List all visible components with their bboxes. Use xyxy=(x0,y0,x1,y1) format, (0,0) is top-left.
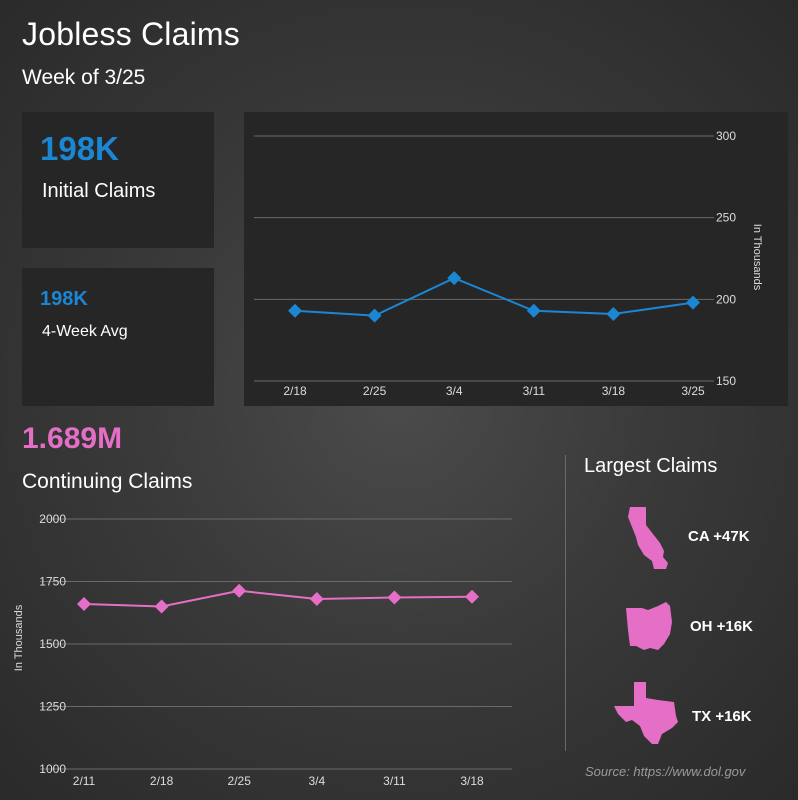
state-label-ca: CA +47K xyxy=(688,528,750,545)
data-point xyxy=(288,303,302,318)
x-tick-label: 3/25 xyxy=(681,384,705,398)
data-point xyxy=(686,295,700,310)
y-axis-label: In Thousands xyxy=(13,604,25,671)
four-week-avg-value: 198K xyxy=(40,288,88,310)
x-tick-label: 3/4 xyxy=(446,384,463,398)
y-tick-label: 1250 xyxy=(39,700,66,714)
y-tick-label: 1000 xyxy=(39,762,66,776)
state-label-oh: OH +16K xyxy=(690,618,753,635)
california-state-icon xyxy=(628,507,668,569)
continuing-claims-value: 1.689M xyxy=(22,422,123,455)
data-point xyxy=(154,599,169,614)
initial-claims-label: Initial Claims xyxy=(42,180,156,202)
texas-state-icon xyxy=(614,682,678,744)
data-point xyxy=(606,307,621,322)
y-tick-label: 300 xyxy=(716,129,736,143)
initial-claims-value: 198K xyxy=(40,130,119,167)
initial-claims-chart: 150 200 250 300 2/18 2/25 3/4 3/11 3/18 3/25 In Th… xyxy=(254,129,763,398)
section-divider xyxy=(565,455,566,751)
initial-claims-card: 198K Initial Claims xyxy=(22,112,214,248)
data-point xyxy=(387,590,402,605)
source-note: Source: https://www.dol.gov xyxy=(585,764,746,779)
page-subtitle: Week of 3/25 xyxy=(22,66,146,89)
y-tick-label: 1500 xyxy=(39,637,66,651)
continuing-claims-label: Continuing Claims xyxy=(22,470,193,493)
data-point xyxy=(232,583,247,598)
four-week-avg-label: 4-Week Avg xyxy=(42,323,128,340)
y-axis-label: In Thousands xyxy=(751,224,763,291)
x-tick-label: 3/11 xyxy=(383,774,406,788)
data-point xyxy=(526,303,541,318)
series-line xyxy=(294,277,694,317)
data-point xyxy=(367,308,382,323)
x-tick-label: 3/4 xyxy=(308,774,325,788)
series-line xyxy=(83,589,473,608)
initial-claims-chart-card: 150 200 250 300 2/18 2/25 3/4 3/11 3/18 3/25 In Th… xyxy=(244,112,788,406)
x-tick-label: 2/25 xyxy=(363,384,387,398)
ohio-state-icon xyxy=(626,602,672,650)
x-tick-label: 2/11 xyxy=(73,774,96,788)
continuing-claims-chart: 1000 1250 1500 1750 2000 2/11 2/18 2/25 3/4 3/11 3… xyxy=(13,512,512,788)
data-point xyxy=(447,271,462,286)
page-title: Jobless Claims xyxy=(22,16,240,52)
state-label-tx: TX +16K xyxy=(692,708,752,725)
y-tick-label: 2000 xyxy=(39,512,66,526)
x-tick-label: 2/25 xyxy=(228,774,252,788)
data-point xyxy=(309,592,324,606)
data-point xyxy=(77,597,91,611)
y-tick-label: 150 xyxy=(716,374,736,388)
data-point xyxy=(465,589,479,604)
x-tick-label: 2/18 xyxy=(150,774,174,788)
y-tick-label: 1750 xyxy=(39,575,66,589)
x-tick-label: 3/18 xyxy=(460,774,484,788)
x-tick-label: 3/11 xyxy=(523,384,546,398)
x-tick-label: 2/18 xyxy=(283,384,307,398)
x-tick-label: 3/18 xyxy=(602,384,626,398)
y-tick-label: 250 xyxy=(716,211,736,225)
y-tick-label: 200 xyxy=(716,292,736,306)
four-week-avg-card: 198K 4-Week Avg xyxy=(22,268,214,406)
largest-claims-title: Largest Claims xyxy=(584,455,718,477)
